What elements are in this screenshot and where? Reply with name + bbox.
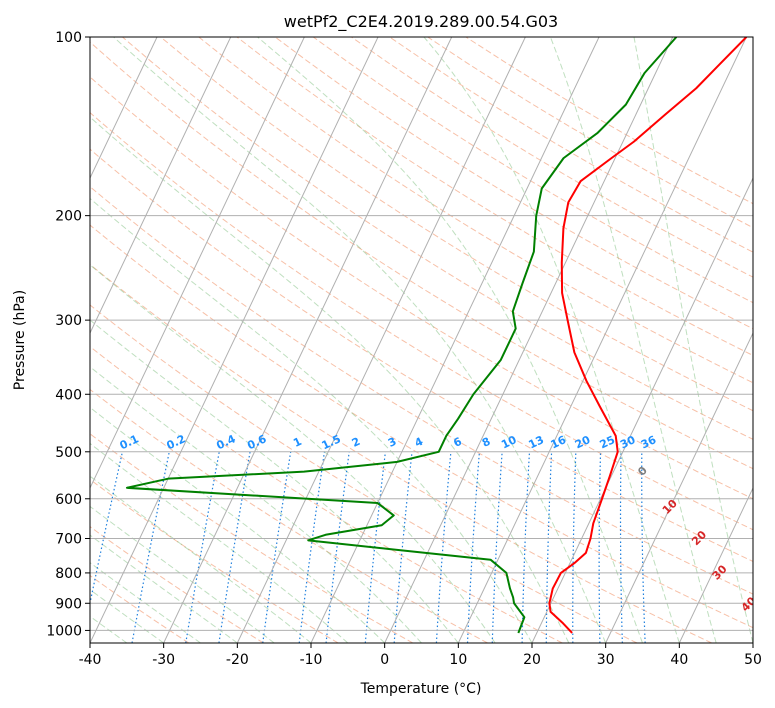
- mixing-ratio-line: [325, 451, 350, 643]
- dry-adiabat: [90, 346, 563, 643]
- dry-adiabat: [312, 37, 753, 304]
- moist-adiabat: [633, 37, 753, 643]
- x-tick-label: -20: [226, 652, 249, 668]
- isotherm--50: [90, 37, 305, 490]
- y-tick-label: 200: [55, 209, 82, 225]
- isobars: [90, 37, 753, 631]
- moist-adiabat: [90, 116, 570, 643]
- mixing-ratio-label: 16: [549, 433, 569, 451]
- series-line-1: [125, 37, 678, 634]
- x-tick-label: -40: [79, 652, 102, 668]
- isotherm-0: [384, 37, 674, 643]
- isotherm--40: [90, 37, 379, 643]
- x-tick-label: -10: [300, 652, 323, 668]
- dry-adiabat: [90, 304, 638, 643]
- x-tick-label: 10: [449, 652, 467, 668]
- mixing-ratio-label: 10: [499, 433, 519, 451]
- dry-adiabat: [90, 263, 712, 643]
- x-tick-label: 0: [380, 652, 389, 668]
- isotherm--70: [90, 37, 158, 180]
- mixing-ratio-label: 20: [573, 433, 593, 451]
- mixing-ratio-line: [466, 451, 481, 643]
- x-tick-label: 50: [744, 652, 762, 668]
- y-tick-label: 600: [55, 492, 82, 508]
- moist-adiabat: [90, 366, 422, 643]
- dry-adiabat: [90, 478, 339, 643]
- isotherm-40: [678, 486, 753, 643]
- x-tick-label: 30: [597, 652, 615, 668]
- mixing-ratio-line: [491, 451, 503, 643]
- y-tick-label: 500: [55, 445, 82, 461]
- mixing-ratio-line: [298, 451, 326, 643]
- mixing-ratio-label: 30: [618, 433, 638, 451]
- isotherm--10: [310, 37, 600, 643]
- chart-title: wetPf2_C2E4.2019.289.00.54.G03: [284, 12, 558, 32]
- moist-adiabat: [90, 319, 459, 643]
- isotherm--60: [90, 37, 232, 335]
- dry-adiabat: [90, 186, 753, 595]
- series-line-0: [548, 37, 748, 634]
- isotherm--20: [236, 37, 526, 643]
- x-tick-label: 40: [670, 652, 688, 668]
- isotherm--30: [163, 37, 453, 643]
- mixing-ratio-label: 25: [598, 433, 617, 451]
- mixing-ratio-line: [393, 451, 413, 643]
- moist-adiabat: [90, 197, 533, 643]
- dry-adiabat: [160, 37, 753, 412]
- y-tick-label: 100: [55, 30, 82, 46]
- dry-adiabat: [90, 76, 753, 500]
- x-tick-label: -30: [152, 652, 175, 668]
- y-tick-label: 700: [55, 532, 82, 548]
- x-axis-label: Temperature (°C): [360, 681, 482, 697]
- dry-adiabat: [90, 41, 753, 470]
- moist-adiabat: [113, 37, 607, 643]
- moist-adiabat: [90, 406, 386, 643]
- y-axis-label: Pressure (hPa): [12, 290, 28, 390]
- mixing-ratio-lines: [90, 451, 646, 643]
- dry-adiabat: [90, 111, 753, 531]
- plot-frame: [89, 36, 754, 644]
- mixing-ratio-line: [262, 451, 292, 643]
- dry-adiabat: [90, 224, 753, 629]
- mixing-ratio-line: [435, 451, 452, 643]
- moist-adiabat: [549, 37, 717, 643]
- mixing-ratio-label: 36: [639, 433, 659, 451]
- isotherm-10: [457, 37, 747, 643]
- y-tick-label: 300: [55, 313, 82, 329]
- moist-adiabat: [257, 37, 643, 643]
- dry-adiabat: [90, 574, 190, 643]
- mixing-ratio-line: [364, 451, 387, 643]
- series-layer: [125, 37, 748, 634]
- isotherms: [90, 37, 753, 643]
- isotherm-30: [605, 331, 753, 643]
- dry-adiabat: [236, 37, 753, 357]
- plot-area: -100-90-80-70-60-50-40-30-20-100.10.20.4…: [90, 37, 753, 643]
- isotherm-20: [531, 176, 753, 643]
- y-tick-label: 800: [55, 566, 82, 582]
- mixing-ratio-label: 13: [527, 433, 546, 451]
- moist-adiabat: [90, 264, 496, 643]
- x-axis-ticks: -40 -30 -20 -10 0 10 20 30 40 50: [79, 643, 762, 668]
- y-tick-label: 1000: [46, 623, 82, 639]
- moist-adiabat: [90, 442, 349, 643]
- x-tick-label: 20: [523, 652, 541, 668]
- y-axis-ticks: 100 200 300 400 500 600 700 800 900 1000: [46, 30, 90, 639]
- y-tick-label: 400: [55, 387, 82, 403]
- y-tick-label: 900: [55, 596, 82, 612]
